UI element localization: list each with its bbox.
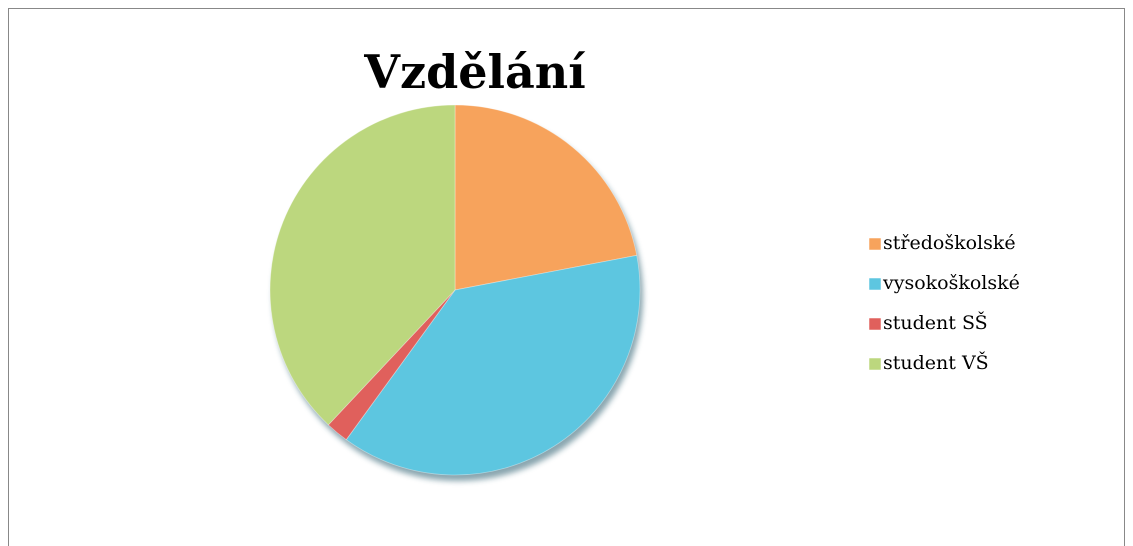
pie-slice <box>327 289 456 441</box>
legend-label: student SŠ <box>883 311 988 334</box>
legend: středoškolské vysokoškolské student SŠ stud… <box>868 232 1020 374</box>
legend-swatch <box>868 277 882 291</box>
legend-label: středoškolské <box>883 232 1016 254</box>
legend-swatch <box>868 237 882 251</box>
chart-border <box>8 8 1125 546</box>
pie-slice <box>345 254 641 476</box>
pie-slice <box>454 104 638 291</box>
legend-label: student VŠ <box>883 351 989 374</box>
legend-swatch <box>868 357 882 371</box>
pie <box>269 104 641 476</box>
legend-swatch <box>868 317 882 331</box>
chart-title: Vzdělání <box>363 45 586 99</box>
legend-label: vysokoškolské <box>882 272 1020 294</box>
pie-slice <box>269 104 456 426</box>
